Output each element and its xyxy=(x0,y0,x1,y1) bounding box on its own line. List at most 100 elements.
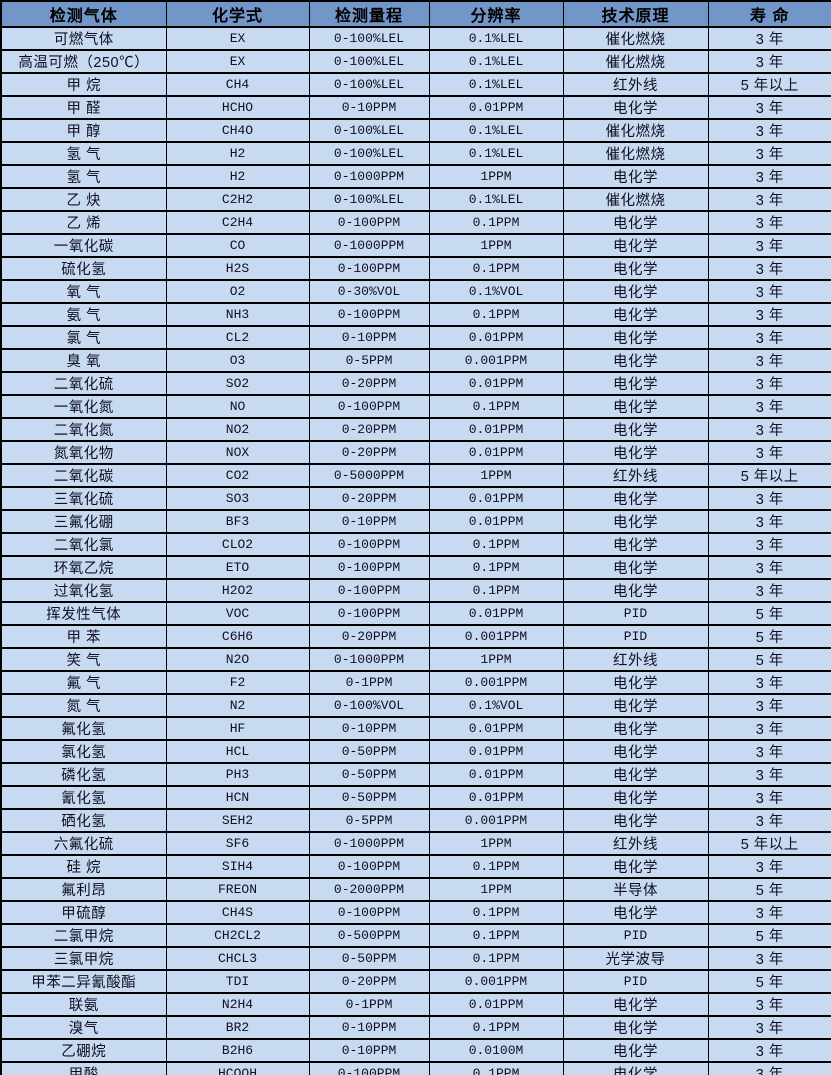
cell: 5 年以上 xyxy=(707,463,831,488)
cell: 氰化氢 xyxy=(0,785,167,810)
cell: 1PPM xyxy=(428,164,564,189)
cell: 3 年 xyxy=(707,164,831,189)
cell: 0.1PPM xyxy=(428,1015,564,1040)
table-row: 挥发性气体 VOC 0-100PPM 0.01PPM PID 5 年 xyxy=(0,601,831,626)
cell: 电化学 xyxy=(562,808,709,833)
cell: 0.01PPM xyxy=(428,371,564,396)
cell: 0-20PPM xyxy=(308,486,430,511)
cell: CH4O xyxy=(165,118,310,143)
cell: 电化学 xyxy=(562,233,709,258)
cell: N2O xyxy=(165,647,310,672)
cell: 0.001PPM xyxy=(428,670,564,695)
cell: 5 年 xyxy=(707,624,831,649)
cell: 二氯甲烷 xyxy=(0,923,167,948)
cell: 3 年 xyxy=(707,578,831,603)
cell: 甲硫醇 xyxy=(0,900,167,925)
cell: 电化学 xyxy=(562,670,709,695)
cell: 3 年 xyxy=(707,992,831,1017)
cell: 3 年 xyxy=(707,141,831,166)
cell: 电化学 xyxy=(562,785,709,810)
cell: 电化学 xyxy=(562,854,709,879)
cell: 电化学 xyxy=(562,325,709,350)
cell: 氮氧化物 xyxy=(0,440,167,465)
cell: 挥发性气体 xyxy=(0,601,167,626)
cell: 电化学 xyxy=(562,371,709,396)
cell: 笑 气 xyxy=(0,647,167,672)
cell: NOX xyxy=(165,440,310,465)
table-row: 二氯甲烷 CH2CL2 0-500PPM 0.1PPM PID 5 年 xyxy=(0,923,831,948)
cell: CH4S xyxy=(165,900,310,925)
cell: 0.001PPM xyxy=(428,624,564,649)
table-row: 三氧化硫 SO3 0-20PPM 0.01PPM 电化学 3 年 xyxy=(0,486,831,511)
cell: 氧 气 xyxy=(0,279,167,304)
cell: 0-100PPM xyxy=(308,210,430,235)
cell: CH2CL2 xyxy=(165,923,310,948)
cell: 电化学 xyxy=(562,739,709,764)
table-row: 甲硫醇 CH4S 0-100PPM 0.1PPM 电化学 3 年 xyxy=(0,900,831,925)
cell: 3 年 xyxy=(707,486,831,511)
cell: PID xyxy=(562,923,709,948)
cell: 3 年 xyxy=(707,1038,831,1063)
cell: SO2 xyxy=(165,371,310,396)
cell: PH3 xyxy=(165,762,310,787)
cell: PID xyxy=(562,624,709,649)
table-row: 二氧化硫 SO2 0-20PPM 0.01PPM 电化学 3 年 xyxy=(0,371,831,396)
cell: 乙硼烷 xyxy=(0,1038,167,1063)
table-row: 高温可燃（250℃） EX 0-100%LEL 0.1%LEL 催化燃烧 3 年 xyxy=(0,49,831,74)
cell: 红外线 xyxy=(562,831,709,856)
table-row: 联氨 N2H4 0-1PPM 0.01PPM 电化学 3 年 xyxy=(0,992,831,1017)
cell: 3 年 xyxy=(707,26,831,51)
cell: 氯 气 xyxy=(0,325,167,350)
table-row: 三氟化硼 BF3 0-10PPM 0.01PPM 电化学 3 年 xyxy=(0,509,831,534)
column-header-range: 检测量程 xyxy=(308,0,430,28)
cell: 0.01PPM xyxy=(428,601,564,626)
cell: 0.1%LEL xyxy=(428,118,564,143)
cell: 催化燃烧 xyxy=(562,118,709,143)
cell: CH4 xyxy=(165,72,310,97)
cell: 0-2000PPM xyxy=(308,877,430,902)
cell: NH3 xyxy=(165,302,310,327)
cell: C6H6 xyxy=(165,624,310,649)
cell: 0-100PPM xyxy=(308,256,430,281)
column-header-gas: 检测气体 xyxy=(0,0,167,28)
cell: CL2 xyxy=(165,325,310,350)
cell: 氯化氢 xyxy=(0,739,167,764)
cell: NO xyxy=(165,394,310,419)
cell: 电化学 xyxy=(562,417,709,442)
cell: 3 年 xyxy=(707,302,831,327)
cell: 三氯甲烷 xyxy=(0,946,167,971)
cell: 3 年 xyxy=(707,946,831,971)
cell: 0.001PPM xyxy=(428,348,564,373)
cell: 3 年 xyxy=(707,417,831,442)
cell: 氟化氢 xyxy=(0,716,167,741)
cell: 0.01PPM xyxy=(428,440,564,465)
cell: HCL xyxy=(165,739,310,764)
cell: 电化学 xyxy=(562,394,709,419)
cell: HCN xyxy=(165,785,310,810)
cell: CO2 xyxy=(165,463,310,488)
cell: SIH4 xyxy=(165,854,310,879)
cell: 硅 烷 xyxy=(0,854,167,879)
cell: 电化学 xyxy=(562,532,709,557)
cell: 0-50PPM xyxy=(308,739,430,764)
cell: 0.01PPM xyxy=(428,785,564,810)
table-row: 二氧化氮 NO2 0-20PPM 0.01PPM 电化学 3 年 xyxy=(0,417,831,442)
cell: 0.1PPM xyxy=(428,578,564,603)
cell: 0-100PPM xyxy=(308,854,430,879)
cell: 0-10PPM xyxy=(308,325,430,350)
cell: 环氧乙烷 xyxy=(0,555,167,580)
cell: 催化燃烧 xyxy=(562,187,709,212)
cell: 红外线 xyxy=(562,72,709,97)
cell: 3 年 xyxy=(707,187,831,212)
table-row: 氮 气 N2 0-100%VOL 0.1%VOL 电化学 3 年 xyxy=(0,693,831,718)
cell: 电化学 xyxy=(562,210,709,235)
cell: 0.001PPM xyxy=(428,808,564,833)
cell: 0.1%LEL xyxy=(428,141,564,166)
table-row: 乙 炔 C2H2 0-100%LEL 0.1%LEL 催化燃烧 3 年 xyxy=(0,187,831,212)
table-row: 硫化氢 H2S 0-100PPM 0.1PPM 电化学 3 年 xyxy=(0,256,831,281)
cell: 1PPM xyxy=(428,463,564,488)
table-row: 可燃气体 EX 0-100%LEL 0.1%LEL 催化燃烧 3 年 xyxy=(0,26,831,51)
cell: 电化学 xyxy=(562,1061,709,1075)
cell: SO3 xyxy=(165,486,310,511)
cell: 0-500PPM xyxy=(308,923,430,948)
